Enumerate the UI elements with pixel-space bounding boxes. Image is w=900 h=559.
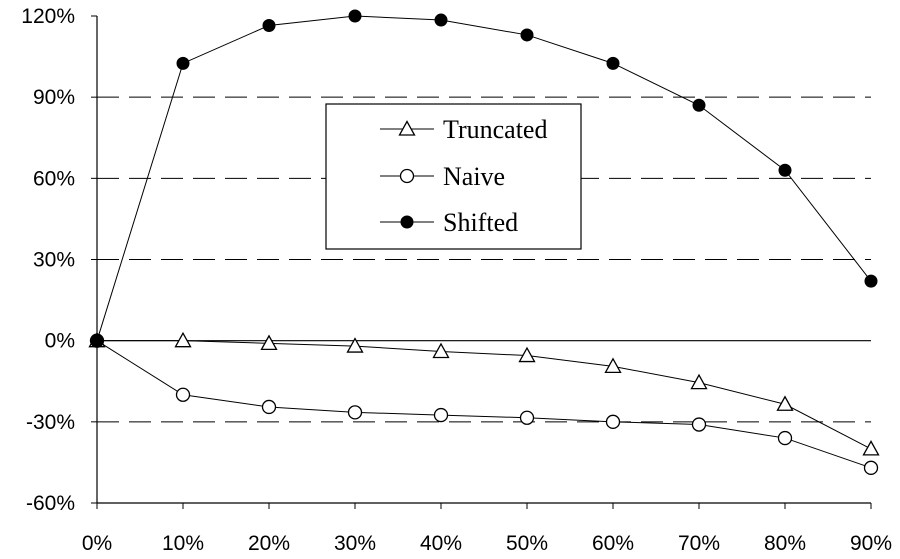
legend-label-truncated: Truncated: [443, 115, 547, 144]
data-point-shifted: [262, 18, 276, 32]
data-point-naive: [691, 417, 707, 432]
data-point-naive: [777, 430, 793, 446]
data-point-truncated: [862, 440, 880, 456]
x-tick-label: 60%: [592, 532, 634, 555]
data-point-naive: [605, 414, 621, 429]
data-point-shifted: [348, 9, 362, 23]
legend: Truncated Naive Shifted: [325, 103, 582, 250]
y-tick-label: -60%: [26, 492, 75, 515]
series-group: [88, 9, 880, 475]
x-tick-label: 0%: [82, 532, 112, 555]
legend-label-shifted: Shifted: [443, 208, 518, 237]
x-tick-label: 80%: [764, 532, 806, 555]
data-point-truncated: [346, 337, 364, 353]
data-point-naive: [433, 407, 449, 423]
data-point-shifted: [606, 56, 620, 70]
data-point-naive: [347, 405, 363, 420]
legend-marker-truncated: [398, 120, 416, 136]
legend-marker-shifted: [400, 215, 414, 229]
legend-box: [325, 103, 582, 250]
x-tick-label: 90%: [850, 532, 892, 555]
y-tick-label: 90%: [33, 86, 75, 109]
y-tick-label: 30%: [33, 249, 75, 272]
data-point-truncated: [174, 331, 192, 348]
data-point-truncated: [604, 357, 622, 374]
data-point-truncated: [776, 395, 794, 411]
data-point-shifted: [434, 13, 448, 27]
y-tick-label: 0%: [45, 330, 75, 353]
data-point-shifted: [90, 334, 104, 348]
x-tick-label: 30%: [334, 532, 376, 555]
series-line-shifted: [96, 15, 872, 341]
x-tick-label: 10%: [162, 532, 204, 555]
data-point-truncated: [432, 342, 450, 359]
x-tick-label: 70%: [678, 532, 720, 555]
data-point-shifted: [778, 163, 792, 177]
data-point-shifted: [864, 274, 878, 288]
data-point-naive: [175, 387, 191, 402]
data-point-shifted: [176, 56, 190, 70]
legend-marker-naive: [399, 168, 415, 184]
y-tick-label: 60%: [33, 167, 75, 190]
series-line-truncated: [97, 340, 872, 450]
series-line-naive: [96, 340, 872, 469]
y-tick-label: 120%: [21, 5, 75, 28]
data-point-naive: [863, 460, 879, 475]
x-tick-label: 40%: [420, 532, 462, 555]
data-point-truncated: [260, 334, 278, 351]
axes: -60% -30% 0% 30% 60% 90% 120% 0% 10% 20% 30% 40% 50%…: [21, 5, 892, 555]
data-point-naive: [519, 410, 535, 425]
data-point-truncated: [690, 373, 708, 390]
data-point-shifted: [692, 98, 706, 112]
x-tick-label: 20%: [248, 532, 290, 555]
y-tick-label: -30%: [26, 411, 75, 434]
x-tick-label: 50%: [506, 532, 548, 555]
legend-label-naive: Naive: [443, 162, 505, 191]
data-point-naive: [261, 399, 277, 415]
data-point-shifted: [520, 28, 534, 42]
data-point-truncated: [518, 346, 536, 363]
